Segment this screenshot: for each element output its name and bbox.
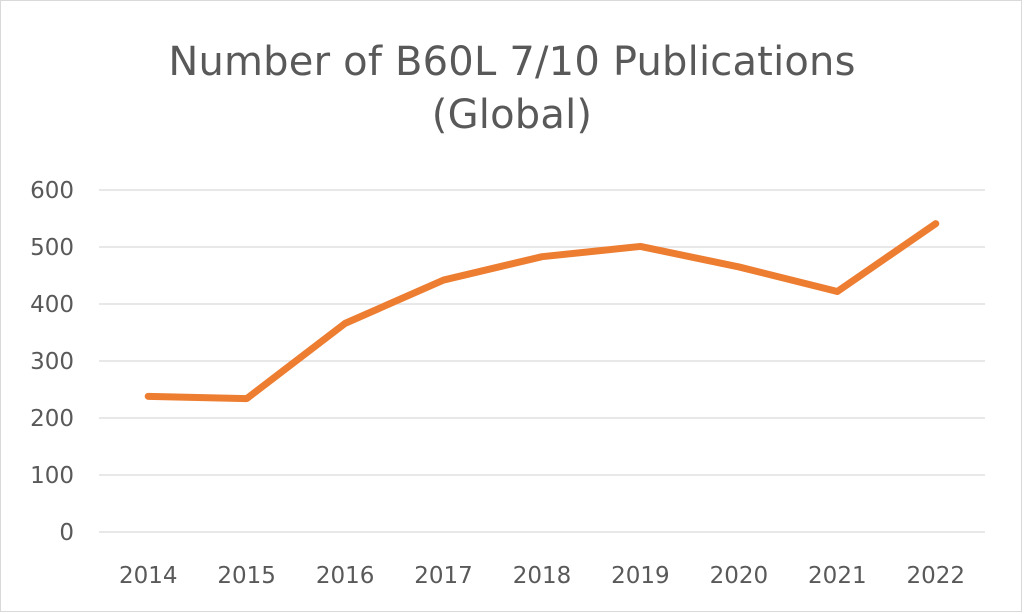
y-tick-label-500: 500	[30, 235, 74, 261]
x-tick-label-2019: 2019	[611, 563, 670, 589]
chart-title-line-2: (Global)	[431, 92, 593, 138]
series-line-0	[144, 220, 940, 403]
x-tick-label-2014: 2014	[119, 563, 178, 589]
chart-title: Number of B60L 7/10 Publications (Global…	[0, 36, 1024, 142]
x-tick-label-2020: 2020	[710, 563, 769, 589]
chart-title-line-1: Number of B60L 7/10 Publications	[168, 39, 856, 85]
x-tick-label-2016: 2016	[316, 563, 375, 589]
y-tick-label-400: 400	[30, 292, 74, 318]
x-tick-label-2017: 2017	[414, 563, 473, 589]
x-tick-label-2018: 2018	[513, 563, 572, 589]
y-tick-label-100: 100	[30, 463, 74, 489]
series-layer	[144, 220, 940, 403]
y-tick-label-200: 200	[30, 406, 74, 432]
y-tick-label-600: 600	[30, 178, 74, 204]
x-axis-labels: 2014 2015 2016 2017 2018 2019 2020 2021 2022	[119, 563, 965, 589]
y-tick-label-300: 300	[30, 349, 74, 375]
y-axis-labels: 0 100 200 300 400 500 600	[30, 178, 74, 546]
x-tick-label-2022: 2022	[907, 563, 966, 589]
x-tick-label-2015: 2015	[217, 563, 276, 589]
gridlines	[99, 189, 985, 533]
y-tick-label-0: 0	[59, 520, 74, 546]
x-tick-label-2021: 2021	[808, 563, 867, 589]
